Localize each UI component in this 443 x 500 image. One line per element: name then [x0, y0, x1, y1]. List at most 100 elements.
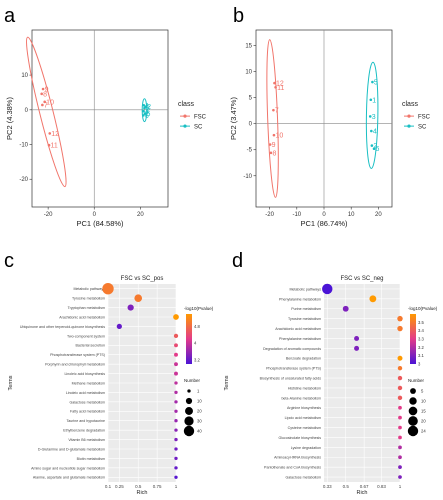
sample-point: [40, 92, 43, 96]
y-tick-label: -20: [19, 177, 28, 183]
size-legend-dot: [185, 407, 193, 415]
term-label: Arachidonic acid metabolism: [275, 327, 321, 331]
term-label: Phosphotransferase system (PTS): [266, 367, 321, 371]
term-label: Bacterial secretion: [75, 344, 105, 348]
term-label: Degradation of aromatic compounds: [263, 347, 321, 351]
enrichment-dot: [398, 425, 402, 430]
x-tick-label: 0.33: [323, 484, 332, 489]
sample-label: 5: [146, 111, 150, 118]
sample-point: [143, 112, 147, 115]
size-legend-label: 10: [421, 399, 426, 404]
sample-point: [142, 114, 145, 117]
term-label: Vitamin B6 metabolism: [68, 438, 105, 442]
panel-letter-a: a: [4, 5, 16, 27]
enrichment-dot: [174, 428, 178, 432]
term-label: Glucosinolate biosynthesis: [278, 436, 321, 440]
confidence-ellipse-fsc: [266, 39, 279, 198]
term-label: Tyrosine metabolism: [72, 297, 105, 301]
legend-key-point: [407, 124, 411, 128]
term-label: Cysteine metabolism: [288, 426, 321, 430]
enrichment-dot: [174, 466, 178, 470]
term-label: Tryptophan metabolism: [68, 306, 105, 310]
legend-entry-fsc: FSC: [418, 114, 431, 120]
sample-point: [273, 81, 276, 85]
enrichment-dot: [397, 385, 403, 391]
x-tick-label: 0.67: [360, 484, 369, 489]
size-legend-dot: [408, 416, 418, 426]
size-legend-label: 10: [197, 399, 202, 404]
legend-key-point: [183, 114, 187, 118]
sample-point: [43, 100, 46, 104]
sample-label: 6: [376, 146, 380, 153]
y-tick-label: 0: [249, 122, 253, 128]
term-label: Histidine metabolism: [288, 386, 321, 390]
colorbar-tick-label: 3.2: [418, 345, 424, 350]
sample-label: 12: [276, 81, 284, 88]
sample-label: 7: [44, 102, 48, 109]
colorbar-title: -log10(Pvalue): [408, 306, 438, 311]
x-tick-label: 0.5: [135, 484, 142, 489]
y-tick-label: 10: [21, 73, 28, 79]
legend-title: class: [402, 101, 418, 108]
size-legend-label: 30: [197, 419, 202, 424]
enrichment-dot: [369, 295, 377, 303]
term-label: Aminoacyl-tRNA biosynthesis: [274, 456, 321, 460]
size-legend-dot: [410, 388, 416, 394]
legend-entry-sc: SC: [194, 124, 203, 130]
enrichment-dot: [174, 475, 178, 479]
size-legend-dot: [408, 406, 418, 416]
term-label: Biotin metabolism: [77, 457, 105, 461]
colorbar-tick-label: 3.1: [418, 353, 424, 358]
size-legend-dot: [409, 397, 417, 405]
enrichment-chart-d: FSC vs SC_neg Metabolic pathways Phenylala…: [224, 276, 438, 496]
term-label: Benzoate degradation: [286, 357, 321, 361]
y-axis-label: Terms: [224, 375, 230, 390]
size-legend-label: 15: [421, 409, 426, 414]
term-label: Alanine, aspartate and glutamate metabol…: [33, 476, 105, 480]
y-tick-label: -10: [243, 174, 252, 180]
enrichment-dot: [397, 315, 403, 322]
x-tick-label: -20: [44, 212, 53, 218]
enrichment-dot: [397, 355, 403, 361]
enrichment-dot: [173, 333, 179, 339]
y-tick-label: 10: [245, 70, 252, 76]
term-label: Biosynthesis of unsaturated fatty acids: [260, 376, 322, 380]
sample-point: [370, 144, 374, 147]
x-tick-label: 10: [348, 212, 355, 218]
size-legend-dot: [184, 416, 194, 426]
colorbar-tick-label: 3: [418, 362, 421, 367]
size-legend-title: Number: [408, 378, 425, 383]
colorbar-tick-label: 3.4: [418, 328, 424, 333]
y-axis-label: Terms: [8, 375, 14, 390]
term-label: Arachidonic acid metabolism: [59, 315, 105, 319]
size-legend-title: Number: [184, 378, 201, 383]
enrichment-dot: [397, 325, 403, 332]
term-label: Phosphotransferase system (PTS): [50, 353, 105, 357]
sample-point: [41, 87, 45, 91]
colorbar-tick-label: 4.8: [194, 324, 200, 329]
pca-chart-a: -20 0 20 -20 -10 0 10 PC1 (84.58%) PC2 (4.38%) 98…: [5, 29, 207, 228]
x-tick-label: 1: [175, 484, 178, 489]
enrichment-dot: [102, 283, 114, 295]
enrichment-dot: [174, 371, 178, 376]
sample-point: [269, 151, 273, 155]
y-tick-label: -10: [19, 143, 28, 149]
x-tick-label: 20: [137, 212, 144, 218]
confidence-ellipse-sc: [141, 98, 148, 123]
y-tick-label: -5: [247, 148, 253, 154]
x-tick-label: -10: [292, 212, 301, 218]
term-label: Pantothenate and CoA biosynthesis: [264, 466, 321, 470]
enrichment-dot: [354, 345, 360, 351]
term-label: Ethylbenzene degradation: [63, 429, 105, 433]
enrichment-chart-c: FSC vs SC_pos Metabolic pathways Tyrosine …: [8, 276, 214, 496]
term-label: Arginine biosynthesis: [287, 406, 321, 410]
x-axis-label: Rich: [356, 490, 367, 496]
term-label: Ubiquinone and other terpenoid-quinone b…: [20, 325, 105, 329]
colorbar-tick-label: 3.2: [194, 357, 200, 362]
sample-point: [371, 80, 374, 84]
sample-point: [143, 106, 146, 110]
x-tick-label: 0: [93, 212, 97, 218]
term-label: Amino sugar and nucleotide sugar metabol…: [31, 466, 105, 470]
x-tick-label: 1: [399, 484, 402, 489]
